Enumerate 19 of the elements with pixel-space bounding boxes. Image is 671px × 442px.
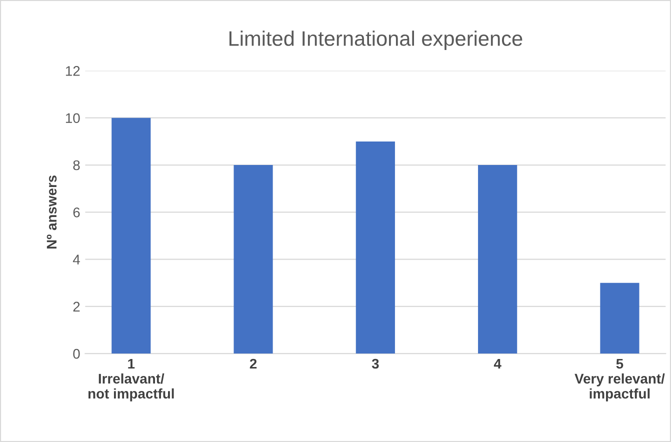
chart-title: Limited International experience — [229, 30, 522, 50]
x-tick-label: 5 Very relevant/ impactful — [574, 358, 665, 402]
x-tick-label: 4 — [494, 358, 502, 369]
y-tick-label: 12 — [66, 66, 80, 76]
x-tick-label: 2 — [250, 358, 257, 369]
y-tick-label: 6 — [73, 207, 80, 218]
y-tick-label: 0 — [73, 348, 80, 359]
bar — [112, 118, 151, 354]
bar — [234, 165, 273, 354]
y-tick-label: 2 — [73, 302, 80, 312]
bar — [600, 282, 640, 354]
bar — [478, 165, 518, 354]
x-tick-label: 3 — [372, 358, 379, 369]
y-axis-title: Nº answers — [46, 175, 57, 249]
x-tick-label: 1 Irrelavant/ not impactful — [88, 358, 174, 402]
y-tick-label: 8 — [73, 160, 80, 170]
bar — [356, 141, 395, 354]
y-tick-label: 4 — [72, 254, 80, 264]
y-tick-label: 10 — [66, 113, 80, 124]
